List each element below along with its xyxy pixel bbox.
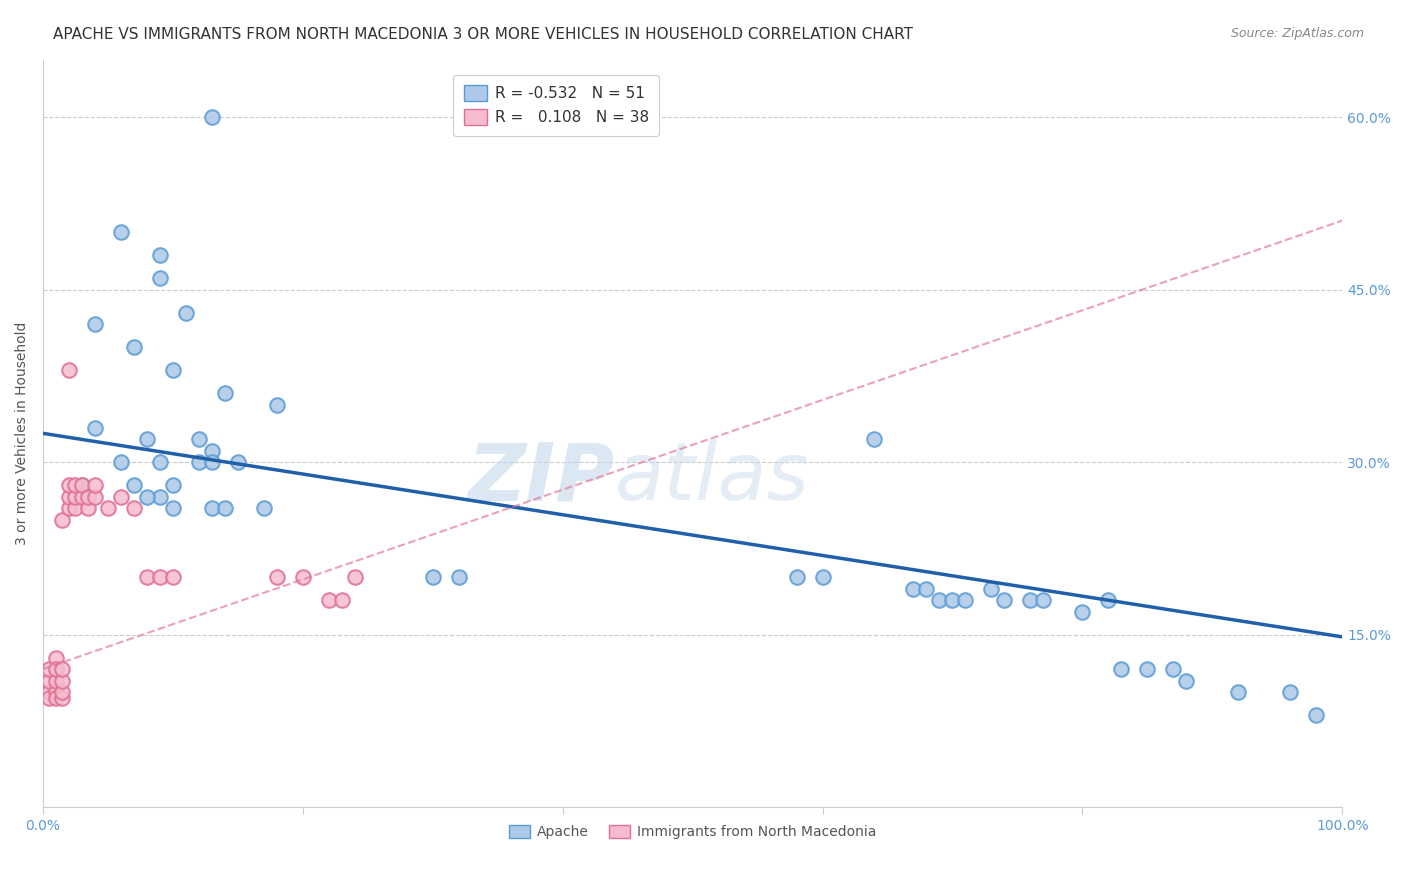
Text: atlas: atlas: [614, 439, 810, 517]
Point: [110, 490, 132, 504]
Point: [187, 432, 209, 446]
Point: [162, 570, 184, 584]
Point: [1227, 685, 1250, 699]
Point: [253, 501, 276, 516]
Point: [226, 455, 249, 469]
Point: [174, 305, 197, 319]
Point: [70, 490, 93, 504]
Point: [83, 317, 105, 331]
Point: [45, 650, 67, 665]
Point: [903, 582, 925, 596]
Point: [122, 478, 145, 492]
Point: [70, 478, 93, 492]
Point: [993, 593, 1015, 607]
Point: [65, 490, 87, 504]
Point: [97, 501, 120, 516]
Point: [77, 490, 100, 504]
Point: [45, 690, 67, 705]
Point: [135, 490, 157, 504]
Point: [38, 662, 60, 676]
Point: [941, 593, 963, 607]
Point: [122, 501, 145, 516]
Point: [65, 478, 87, 492]
Point: [38, 685, 60, 699]
Point: [1175, 673, 1198, 688]
Point: [980, 582, 1002, 596]
Point: [70, 478, 93, 492]
Point: [343, 570, 366, 584]
Point: [266, 398, 288, 412]
Point: [58, 363, 80, 377]
Point: [110, 455, 132, 469]
Point: [187, 455, 209, 469]
Text: Source: ZipAtlas.com: Source: ZipAtlas.com: [1230, 27, 1364, 40]
Point: [330, 593, 353, 607]
Point: [58, 490, 80, 504]
Point: [1163, 662, 1185, 676]
Point: [51, 662, 73, 676]
Point: [45, 662, 67, 676]
Point: [45, 685, 67, 699]
Point: [786, 570, 808, 584]
Point: [266, 570, 288, 584]
Point: [955, 593, 977, 607]
Text: APACHE VS IMMIGRANTS FROM NORTH MACEDONIA 3 OR MORE VEHICLES IN HOUSEHOLD CORREL: APACHE VS IMMIGRANTS FROM NORTH MACEDONI…: [53, 27, 914, 42]
Point: [162, 501, 184, 516]
Point: [110, 225, 132, 239]
Point: [38, 690, 60, 705]
Point: [318, 593, 340, 607]
Point: [83, 478, 105, 492]
Point: [863, 432, 886, 446]
Point: [51, 685, 73, 699]
Point: [928, 593, 950, 607]
Point: [1305, 708, 1327, 723]
Point: [135, 432, 157, 446]
Point: [83, 490, 105, 504]
Point: [1279, 685, 1302, 699]
Point: [811, 570, 834, 584]
Point: [1071, 605, 1094, 619]
Point: [135, 570, 157, 584]
Point: [1032, 593, 1054, 607]
Point: [447, 570, 470, 584]
Point: [201, 501, 224, 516]
Point: [122, 340, 145, 354]
Point: [201, 443, 224, 458]
Point: [291, 570, 314, 584]
Point: [214, 501, 236, 516]
Point: [915, 582, 938, 596]
Point: [38, 673, 60, 688]
Point: [149, 248, 172, 262]
Point: [162, 363, 184, 377]
Point: [58, 501, 80, 516]
Point: [51, 512, 73, 526]
Point: [149, 455, 172, 469]
Point: [149, 490, 172, 504]
Point: [83, 420, 105, 434]
Y-axis label: 3 or more Vehicles in Household: 3 or more Vehicles in Household: [15, 322, 30, 545]
Point: [201, 455, 224, 469]
Text: ZIP: ZIP: [467, 439, 614, 517]
Point: [149, 271, 172, 285]
Point: [51, 690, 73, 705]
Point: [422, 570, 444, 584]
Point: [162, 478, 184, 492]
Point: [45, 673, 67, 688]
Point: [51, 673, 73, 688]
Point: [149, 570, 172, 584]
Point: [65, 501, 87, 516]
Point: [58, 478, 80, 492]
Point: [201, 110, 224, 124]
Point: [1136, 662, 1159, 676]
Legend: Apache, Immigrants from North Macedonia: Apache, Immigrants from North Macedonia: [503, 820, 882, 845]
Point: [1097, 593, 1119, 607]
Point: [77, 501, 100, 516]
Point: [214, 386, 236, 401]
Point: [1019, 593, 1042, 607]
Point: [1111, 662, 1133, 676]
